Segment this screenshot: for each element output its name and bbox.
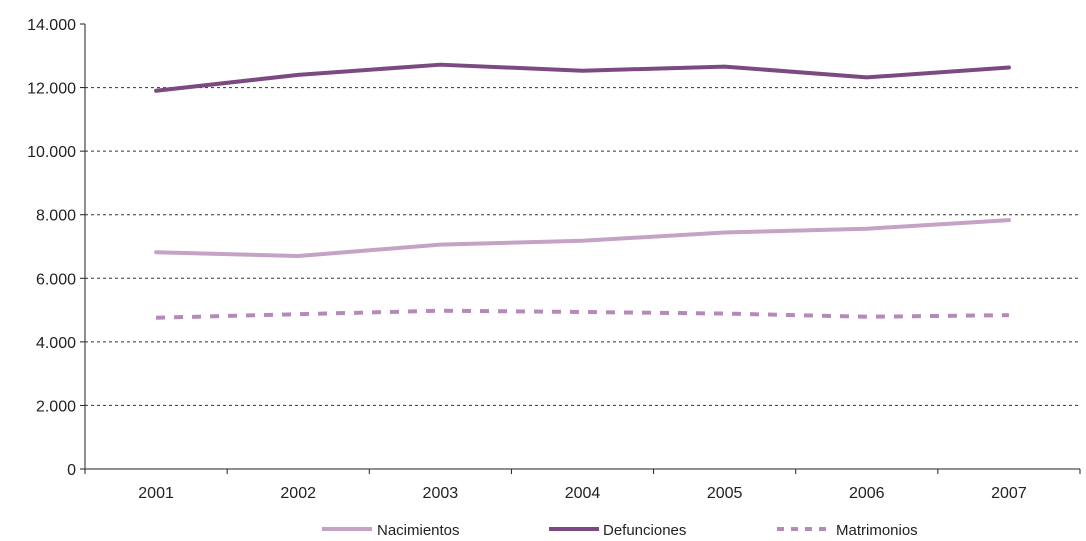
y-tick-label: 0 (67, 462, 76, 479)
y-tick-label: 10.000 (27, 144, 76, 161)
y-tick-label: 6.000 (36, 271, 76, 288)
legend-item-matrimonios: Matrimonios (777, 522, 918, 539)
grid-lines (85, 87, 1080, 406)
axes (80, 23, 1081, 474)
x-tick-label: 2002 (280, 485, 316, 502)
legend-label-defunciones: Defunciones (603, 522, 686, 539)
x-tick-label: 2003 (423, 485, 459, 502)
x-tick-label: 2006 (849, 485, 885, 502)
legend-item-defunciones: Defunciones (549, 522, 686, 539)
x-tick-labels: 2001 2002 2003 2004 2005 2006 2007 (138, 485, 1027, 502)
series-line-nacimientos (154, 218, 1011, 259)
series-line-defunciones (154, 62, 1011, 93)
legend-label-nacimientos: Nacimientos (377, 522, 460, 539)
data-series (154, 62, 1011, 320)
x-tick-label: 2004 (565, 485, 601, 502)
y-tick-label: 8.000 (36, 208, 76, 225)
y-tick-label: 14.000 (27, 17, 76, 34)
y-tick-label: 4.000 (36, 335, 76, 352)
legend: Nacimientos Defunciones Matrimonios (322, 522, 918, 539)
x-tick-label: 2005 (707, 485, 743, 502)
y-tick-label: 2.000 (36, 398, 76, 415)
y-tick-label: 12.000 (27, 81, 76, 98)
y-tick-labels: 0 2.000 4.000 6.000 8.000 10.000 12.000 14.000 (27, 17, 76, 479)
x-tick-label: 2007 (991, 485, 1027, 502)
x-tick-label: 2001 (138, 485, 174, 502)
legend-label-matrimonios: Matrimonios (836, 522, 918, 539)
series-line-matrimonios (156, 308, 1009, 320)
legend-item-nacimientos: Nacimientos (322, 522, 460, 539)
